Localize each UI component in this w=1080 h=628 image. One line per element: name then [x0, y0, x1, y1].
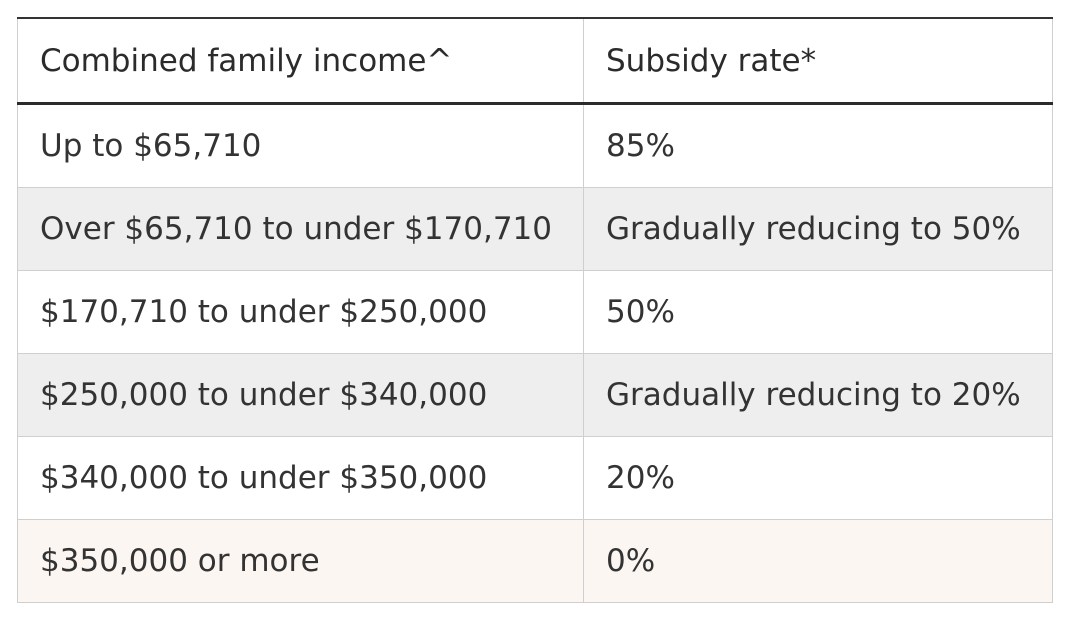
table-row: $350,000 or more 0%	[17, 519, 1053, 603]
table-row: Over $65,710 to under $170,710 Gradually…	[17, 187, 1053, 271]
table-row: $250,000 to under $340,000 Gradually red…	[17, 353, 1053, 437]
subsidy-table-container: Combined family income^ Subsidy rate* Up…	[17, 17, 1053, 603]
table-row: $340,000 to under $350,000 20%	[17, 436, 1053, 520]
table-row: Up to $65,710 85%	[17, 103, 1053, 188]
subsidy-rate-cell: Gradually reducing to 50%	[583, 187, 1053, 271]
subsidy-rate-cell: 85%	[583, 103, 1053, 188]
income-cell: Over $65,710 to under $170,710	[17, 187, 584, 271]
column-header-subsidy-rate: Subsidy rate*	[583, 17, 1053, 105]
table-row: $170,710 to under $250,000 50%	[17, 270, 1053, 354]
income-cell: $170,710 to under $250,000	[17, 270, 584, 354]
income-cell: $350,000 or more	[17, 519, 584, 603]
income-cell: $250,000 to under $340,000	[17, 353, 584, 437]
subsidy-rate-cell: 20%	[583, 436, 1053, 520]
subsidy-rate-cell: 0%	[583, 519, 1053, 603]
income-cell: Up to $65,710	[17, 103, 584, 188]
income-cell: $340,000 to under $350,000	[17, 436, 584, 520]
table-header-row: Combined family income^ Subsidy rate*	[17, 17, 1053, 105]
subsidy-rate-cell: 50%	[583, 270, 1053, 354]
subsidy-rate-cell: Gradually reducing to 20%	[583, 353, 1053, 437]
subsidy-table: Combined family income^ Subsidy rate* Up…	[17, 17, 1053, 603]
column-header-income: Combined family income^	[17, 17, 584, 105]
